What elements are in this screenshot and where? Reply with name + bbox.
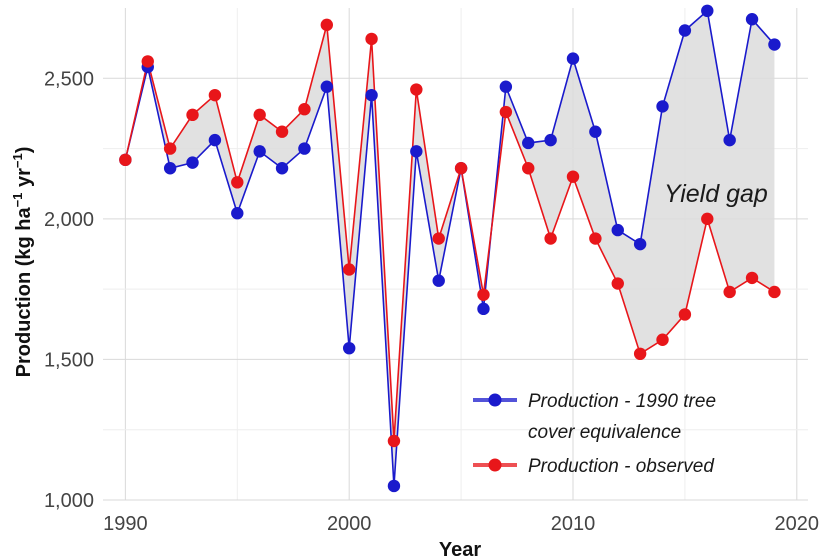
point-observed bbox=[656, 333, 669, 346]
point-observed bbox=[186, 108, 199, 122]
x-axis-title: Year bbox=[439, 539, 481, 560]
yield-gap-ribbon bbox=[125, 10, 775, 486]
point-tree-cover bbox=[477, 302, 490, 316]
point-observed bbox=[141, 55, 154, 68]
point-tree-cover bbox=[208, 133, 222, 147]
point-tree-cover bbox=[298, 142, 311, 155]
point-observed bbox=[723, 285, 736, 299]
x-axis-ticks: 1990 2000 2010 2020 bbox=[103, 513, 819, 535]
series-line-tree-cover bbox=[124, 9, 776, 486]
y-tick-label: 2,500 bbox=[44, 68, 94, 90]
point-tree-cover bbox=[365, 88, 378, 102]
point-tree-cover bbox=[387, 479, 401, 493]
point-observed bbox=[432, 232, 445, 245]
legend-item-observed-swatch-point bbox=[488, 458, 502, 472]
point-observed bbox=[163, 142, 177, 155]
point-tree-cover bbox=[522, 136, 535, 150]
point-observed bbox=[342, 263, 356, 276]
y-tick-label: 1,500 bbox=[44, 349, 94, 371]
point-observed bbox=[410, 83, 423, 96]
point-observed bbox=[320, 18, 334, 32]
point-tree-cover bbox=[678, 24, 692, 37]
y-tick-label: 1,000 bbox=[44, 490, 94, 512]
point-tree-cover bbox=[656, 100, 669, 113]
point-tree-cover bbox=[633, 237, 647, 251]
y-tick-label: 2,000 bbox=[44, 209, 94, 231]
point-observed bbox=[566, 170, 580, 183]
point-observed bbox=[454, 162, 468, 175]
point-observed bbox=[499, 105, 513, 119]
yield-gap-area bbox=[125, 10, 775, 486]
point-observed bbox=[768, 285, 781, 299]
point-tree-cover bbox=[768, 38, 781, 51]
legend-item-tree-cover-swatch-point bbox=[488, 393, 502, 407]
legend-item-tree-cover-label: Production - 1990 tree bbox=[528, 391, 716, 412]
point-tree-cover bbox=[253, 145, 266, 158]
point-tree-cover bbox=[342, 341, 356, 355]
point-observed bbox=[745, 271, 759, 285]
point-tree-cover bbox=[701, 4, 714, 18]
point-tree-cover bbox=[320, 80, 334, 93]
x-tick-label: 2000 bbox=[327, 513, 372, 535]
x-tick-label: 1990 bbox=[103, 513, 148, 535]
yield-gap-annotation: Yield gap bbox=[664, 180, 768, 208]
series-points bbox=[119, 4, 781, 493]
x-tick-label: 2020 bbox=[775, 513, 820, 535]
point-tree-cover bbox=[723, 133, 736, 147]
point-observed bbox=[208, 88, 222, 102]
point-observed bbox=[544, 232, 557, 245]
point-tree-cover bbox=[499, 80, 513, 93]
point-tree-cover bbox=[186, 156, 199, 169]
point-tree-cover bbox=[231, 207, 244, 220]
point-observed bbox=[522, 162, 535, 175]
point-observed bbox=[365, 32, 378, 46]
point-tree-cover bbox=[745, 13, 759, 26]
point-observed bbox=[298, 103, 311, 116]
legend-item-tree-cover-label: cover equivalence bbox=[528, 422, 681, 443]
point-observed bbox=[633, 347, 647, 361]
legend-item-observed-label: Production - observed bbox=[528, 456, 715, 477]
point-tree-cover bbox=[410, 145, 423, 158]
point-observed bbox=[701, 212, 714, 226]
point-tree-cover bbox=[566, 52, 580, 65]
point-observed bbox=[231, 176, 244, 189]
point-observed bbox=[119, 153, 132, 167]
point-tree-cover bbox=[163, 162, 177, 175]
point-tree-cover bbox=[432, 274, 445, 287]
point-observed bbox=[253, 108, 266, 122]
y-axis-ticks: 1,000 1,500 2,000 2,500 bbox=[44, 68, 94, 512]
y-axis-title: Production (kg ha−1 yr−1) bbox=[10, 147, 35, 378]
point-tree-cover bbox=[611, 223, 624, 237]
point-tree-cover bbox=[275, 162, 289, 175]
point-observed bbox=[477, 288, 490, 301]
point-observed bbox=[589, 232, 602, 245]
point-observed bbox=[275, 125, 289, 138]
point-observed bbox=[678, 308, 692, 321]
x-tick-label: 2010 bbox=[551, 513, 596, 535]
point-observed bbox=[611, 277, 624, 290]
point-observed bbox=[387, 434, 401, 448]
legend: Production - 1990 tree cover equivalence P… bbox=[473, 391, 716, 477]
point-tree-cover bbox=[589, 125, 602, 138]
point-tree-cover bbox=[544, 133, 557, 147]
